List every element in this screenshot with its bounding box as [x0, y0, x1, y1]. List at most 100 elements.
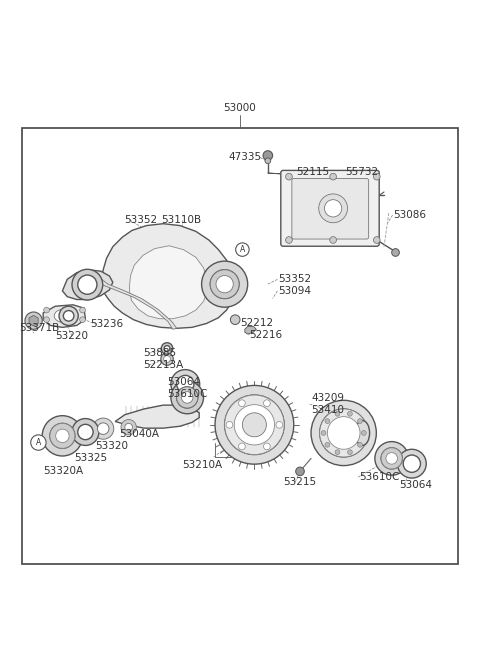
Text: 53210A: 53210A [182, 460, 223, 470]
Circle shape [164, 345, 170, 351]
Circle shape [216, 276, 233, 293]
Circle shape [225, 395, 284, 454]
Circle shape [225, 395, 284, 454]
Ellipse shape [355, 421, 370, 446]
Polygon shape [43, 305, 85, 327]
Text: 53610C: 53610C [167, 388, 207, 398]
Circle shape [296, 467, 304, 476]
Text: 53110B: 53110B [161, 215, 201, 225]
Circle shape [25, 312, 42, 329]
Polygon shape [101, 280, 177, 329]
Polygon shape [29, 315, 38, 326]
Circle shape [286, 173, 292, 180]
FancyBboxPatch shape [292, 179, 369, 239]
Circle shape [264, 443, 270, 450]
Circle shape [177, 387, 198, 408]
Circle shape [80, 317, 85, 323]
Circle shape [80, 307, 85, 313]
Text: A: A [36, 438, 41, 447]
Circle shape [171, 381, 204, 414]
Circle shape [31, 435, 46, 450]
Circle shape [177, 387, 198, 408]
Text: 53352: 53352 [124, 215, 157, 225]
Circle shape [44, 307, 49, 313]
Circle shape [286, 237, 292, 243]
Circle shape [263, 151, 273, 161]
Circle shape [392, 249, 399, 256]
Text: 52213A: 52213A [143, 360, 183, 370]
Circle shape [161, 343, 173, 354]
Circle shape [234, 405, 275, 445]
Text: 53610C: 53610C [359, 472, 399, 482]
Circle shape [348, 411, 352, 416]
Text: 53371B: 53371B [19, 323, 60, 333]
Text: 53094: 53094 [278, 286, 312, 296]
Circle shape [381, 448, 402, 469]
Text: 53064: 53064 [167, 377, 200, 387]
Circle shape [386, 453, 397, 464]
Circle shape [78, 275, 97, 294]
Circle shape [358, 442, 362, 447]
Text: 53410: 53410 [311, 405, 344, 415]
Circle shape [210, 269, 239, 298]
Circle shape [63, 310, 74, 321]
Circle shape [327, 417, 360, 450]
Circle shape [265, 158, 271, 164]
Circle shape [50, 423, 75, 448]
Circle shape [321, 431, 326, 435]
Text: 53320A: 53320A [43, 466, 84, 476]
Polygon shape [101, 224, 234, 329]
Text: 47335: 47335 [228, 153, 262, 163]
Circle shape [403, 455, 420, 472]
Circle shape [361, 431, 366, 435]
Text: 43209: 43209 [311, 393, 344, 403]
Circle shape [161, 353, 173, 366]
Circle shape [330, 237, 336, 243]
Circle shape [164, 355, 170, 362]
Circle shape [358, 419, 362, 423]
Text: 53325: 53325 [74, 454, 108, 464]
Circle shape [330, 173, 336, 180]
Polygon shape [245, 327, 256, 334]
Text: 55732: 55732 [346, 167, 379, 177]
Circle shape [311, 401, 376, 466]
Circle shape [42, 416, 83, 456]
Circle shape [239, 443, 245, 450]
Circle shape [319, 194, 348, 222]
Circle shape [242, 413, 266, 437]
Circle shape [320, 409, 368, 457]
Circle shape [56, 429, 69, 443]
Circle shape [236, 243, 249, 256]
Circle shape [177, 376, 194, 392]
Circle shape [125, 423, 132, 431]
Circle shape [335, 450, 340, 454]
Text: 53215: 53215 [283, 477, 316, 487]
Circle shape [375, 442, 408, 475]
Circle shape [50, 423, 75, 448]
Polygon shape [115, 405, 199, 428]
Circle shape [276, 421, 283, 428]
Circle shape [210, 269, 239, 298]
Circle shape [320, 409, 368, 457]
Circle shape [348, 450, 352, 454]
Text: 53220: 53220 [55, 331, 88, 341]
Circle shape [324, 200, 342, 217]
Text: 53064: 53064 [399, 480, 432, 490]
Circle shape [397, 450, 426, 478]
Circle shape [93, 418, 114, 439]
Text: 53040A: 53040A [119, 429, 159, 439]
FancyBboxPatch shape [22, 128, 458, 564]
Text: 53352: 53352 [278, 274, 312, 284]
Circle shape [44, 317, 49, 323]
Circle shape [381, 448, 402, 469]
Circle shape [78, 424, 93, 439]
Circle shape [171, 370, 200, 398]
Circle shape [226, 421, 233, 428]
Circle shape [373, 173, 380, 180]
Text: 53000: 53000 [224, 103, 256, 113]
Text: 53236: 53236 [90, 319, 123, 329]
Text: 53320: 53320 [95, 442, 128, 452]
Ellipse shape [54, 309, 74, 323]
Circle shape [181, 392, 193, 403]
Circle shape [325, 442, 330, 447]
